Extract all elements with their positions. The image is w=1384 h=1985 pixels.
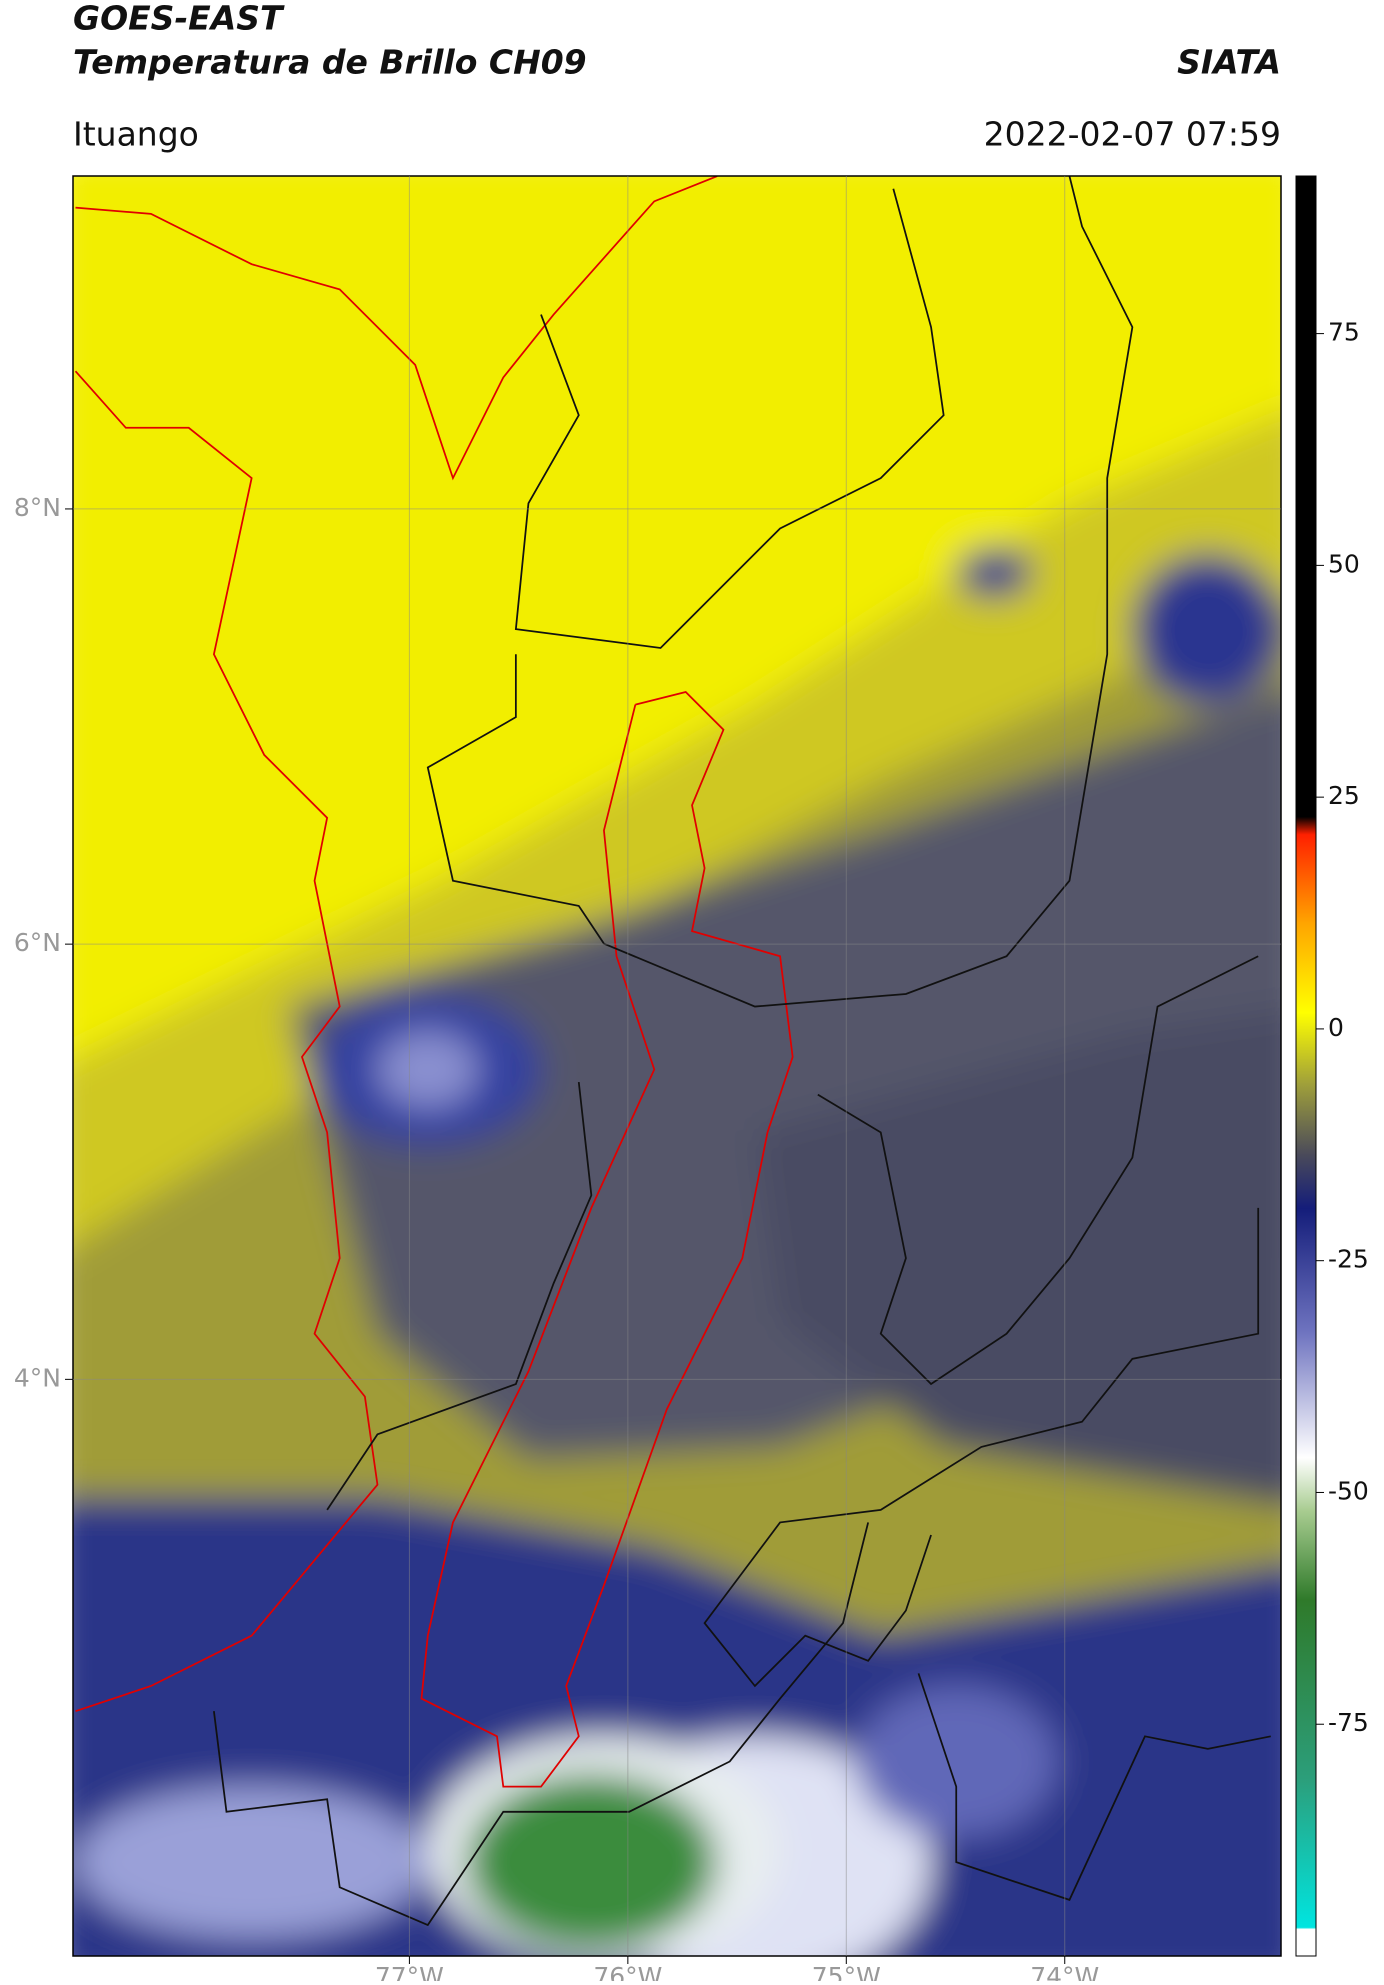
x-tick-label: 74°W bbox=[1030, 1962, 1099, 1981]
datetime: 2022-02-07 07:59 bbox=[984, 115, 1281, 154]
map-image bbox=[73, 176, 1281, 1956]
subtitle: Temperatura de Brillo CH09 bbox=[73, 43, 587, 82]
colorbar-tick-label: 75 bbox=[1328, 318, 1360, 347]
y-tick-label: 4°N bbox=[14, 1363, 61, 1392]
source: SIATA bbox=[1177, 43, 1281, 82]
colorbar bbox=[1295, 175, 1317, 1957]
colorbar-tick-label: 25 bbox=[1328, 781, 1360, 810]
x-tick-label: 77°W bbox=[375, 1962, 444, 1981]
map-frame bbox=[72, 175, 1282, 1957]
colorbar-tick-label: 0 bbox=[1328, 1013, 1344, 1042]
colorbar-tick-label: -75 bbox=[1328, 1708, 1369, 1737]
x-tick-label: 75°W bbox=[812, 1962, 881, 1981]
colorbar-tick-label: 50 bbox=[1328, 549, 1360, 578]
colorbar-tick-label: -25 bbox=[1328, 1245, 1369, 1274]
x-tick-label: 76°W bbox=[593, 1962, 662, 1981]
location: Ituango bbox=[73, 115, 199, 154]
y-tick-label: 6°N bbox=[14, 928, 61, 957]
y-tick-label: 8°N bbox=[14, 493, 61, 522]
title: GOES-EAST bbox=[73, 0, 285, 38]
colorbar-tick-label: -50 bbox=[1328, 1476, 1369, 1505]
